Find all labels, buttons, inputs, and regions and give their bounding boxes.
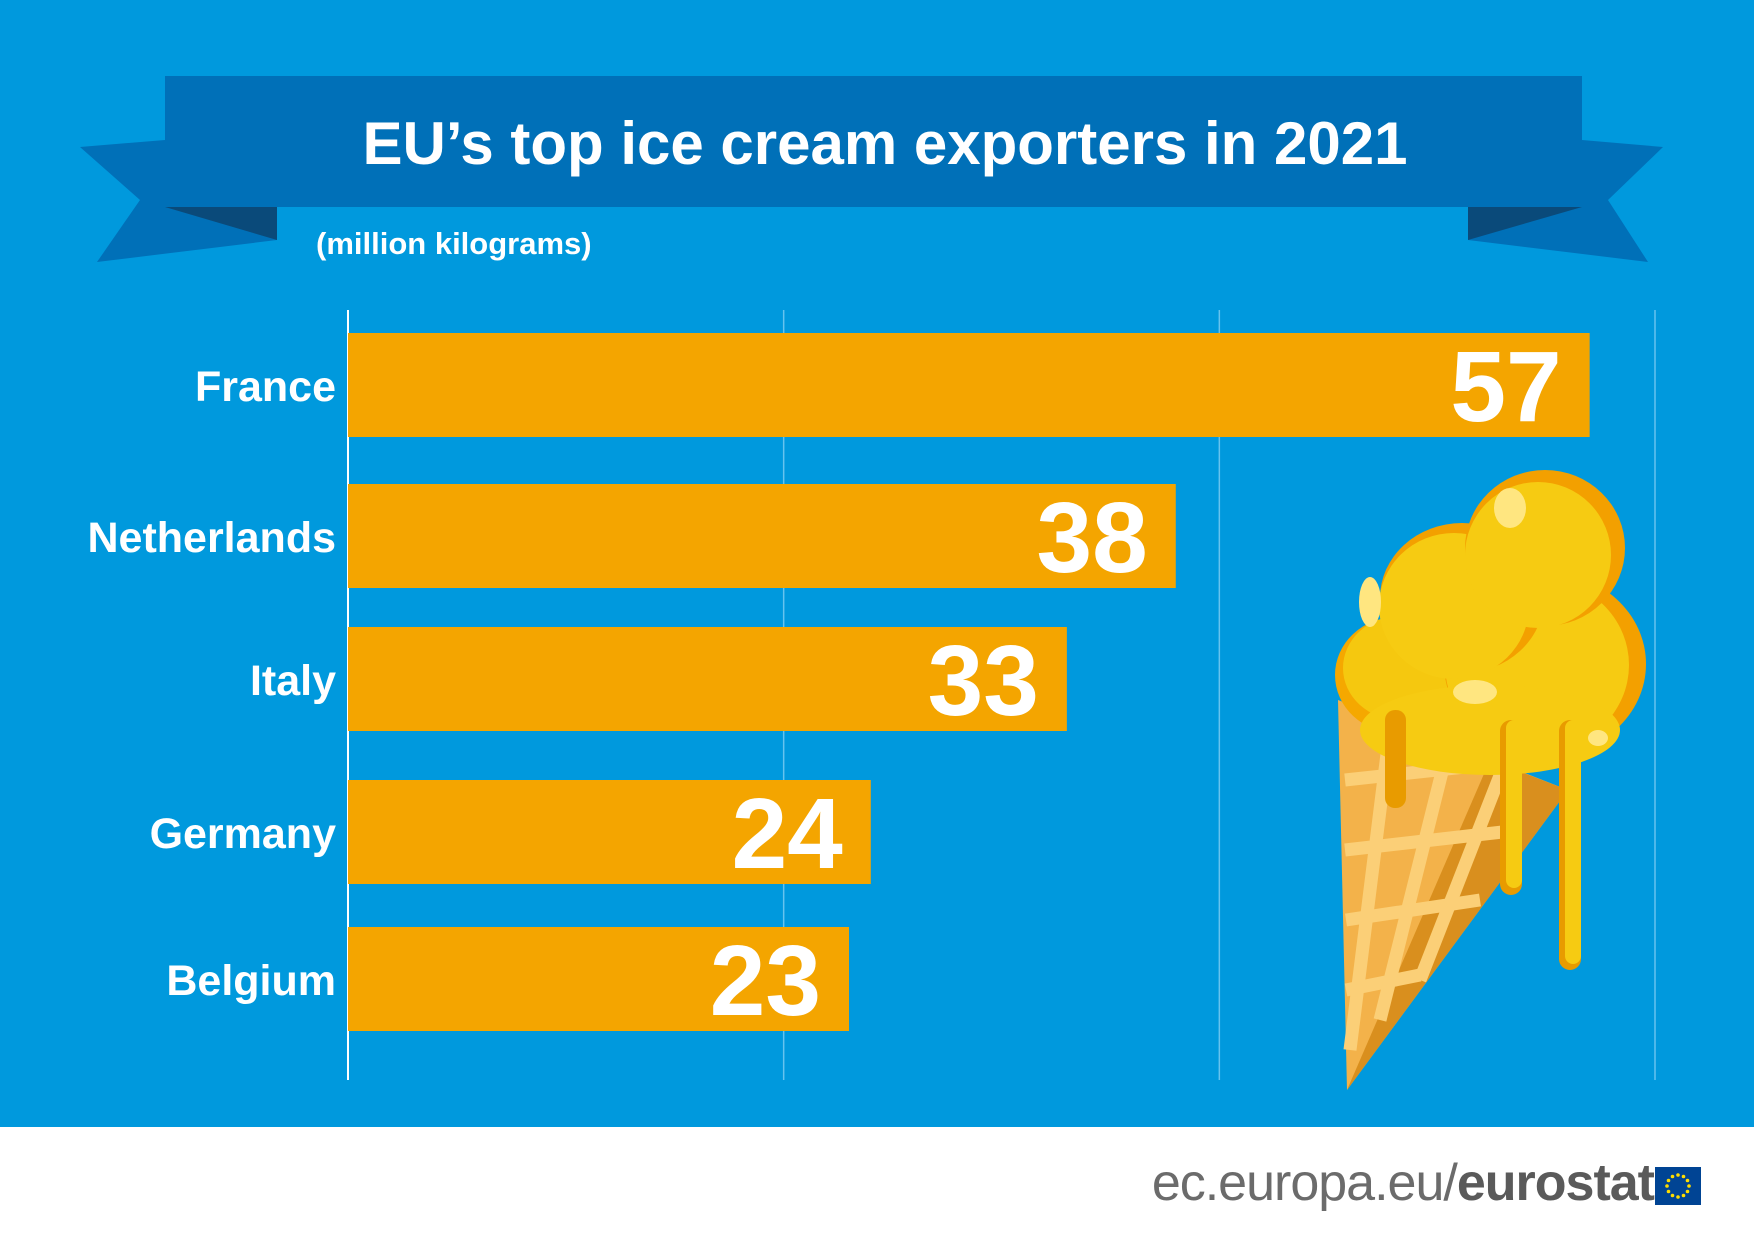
value-label: 57 [1450, 331, 1561, 443]
ribbon-right-fold [1468, 207, 1582, 240]
ribbon-left-fold [165, 207, 277, 240]
category-label: Belgium [166, 957, 336, 1005]
unit-label: (million kilograms) [316, 226, 592, 261]
bar [348, 927, 850, 1031]
eu-flag-icon [1655, 1167, 1701, 1205]
category-label: France [195, 363, 336, 411]
value-label: 38 [1037, 482, 1148, 594]
source-brand: eurostat [1456, 1154, 1655, 1212]
ice-cream-cone-icon [1335, 470, 1646, 1090]
chart-title: EU’s top ice cream exporters in 2021 [363, 110, 1408, 177]
bar [348, 780, 871, 884]
bar [348, 484, 1176, 588]
category-label: Italy [250, 657, 336, 705]
footer: ec.europa.eu/eurostat [0, 1127, 1754, 1247]
bar-chart: EU’s top ice cream exporters in 2021 (mi… [80, 76, 1663, 1090]
value-label: 24 [732, 778, 844, 890]
bar [348, 627, 1067, 731]
category-label: Germany [150, 810, 337, 858]
bar [348, 333, 1590, 437]
title-ribbon: EU’s top ice cream exporters in 2021 [80, 76, 1663, 262]
bars: France 57 Netherlands 38 Italy 33 Germany 24 Bel… [87, 331, 1590, 1037]
value-label: 33 [928, 625, 1039, 737]
source-link[interactable]: ec.europa.eu/eurostat [1151, 1153, 1655, 1213]
chart-panel: EU’s top ice cream exporters in 2021 (mi… [0, 0, 1754, 1127]
ribbon-body [165, 76, 1582, 207]
value-label: 23 [710, 925, 821, 1037]
source-domain: ec.europa.eu/ [1151, 1154, 1458, 1212]
category-label: Netherlands [87, 514, 336, 562]
